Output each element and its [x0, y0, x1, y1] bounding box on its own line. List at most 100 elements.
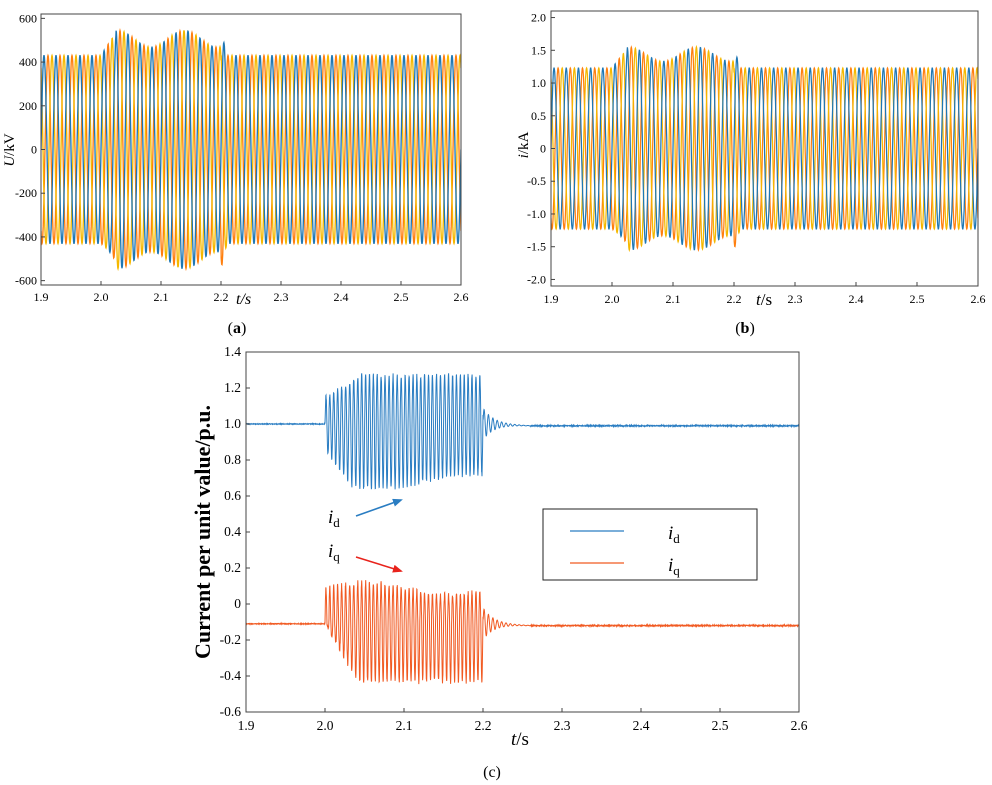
chart-a-caption: (a) — [228, 320, 247, 337]
legend-iq-base: i — [668, 555, 673, 576]
chart-b-yticks: -2.0 -1.5 -1.0 -0.5 0 0.5 1.0 1.5 2.0 — [527, 11, 555, 286]
chart-b-xtick-label: 1.9 — [544, 292, 559, 306]
chart-a-xlabel-unit: /s — [239, 291, 251, 308]
legend-id-base: i — [668, 523, 673, 544]
chart-b-ytick-label: -1.0 — [527, 207, 546, 221]
chart-c-series-iq — [246, 580, 799, 685]
annotation-iq-base: i — [328, 541, 333, 562]
chart-a-yticks: -600 -400 -200 0 200 400 600 — [15, 11, 45, 288]
chart-b-xtick-label: 2.6 — [971, 292, 986, 306]
chart-c-xlabel: t/s — [511, 729, 529, 750]
chart-a-xlabel: t/s — [236, 291, 251, 308]
annotation-iq-arrow — [355, 556, 403, 573]
chart-b-xtick-label: 2.4 — [849, 292, 864, 306]
chart-a-series-phase-b — [41, 27, 461, 272]
chart-c-xtick-label: 2.1 — [396, 718, 413, 733]
chart-b-xtick-label: 2.1 — [666, 292, 681, 306]
chart-c-xtick-label: 2.5 — [712, 718, 729, 733]
chart-b: 1.9 2.0 2.1 2.2 2.3 2.4 2.5 2.6 -2.0 -1.5 -1.0 -0.… — [516, 10, 986, 337]
chart-c-yticks: -0.6 -0.4 -0.2 0 0.2 0.4 0.6 0.8 1.0 1.2 1.4 — [220, 344, 250, 719]
chart-c-caption: (c) — [483, 764, 501, 781]
chart-b-series-phase-b — [551, 45, 978, 253]
chart-b-ylabel: i/kA — [516, 131, 532, 158]
chart-c-series-id — [246, 373, 799, 490]
chart-b-xtick-label: 2.0 — [605, 292, 620, 306]
chart-b-xlabel-unit: /s — [761, 290, 772, 309]
chart-b-xticks: 1.9 2.0 2.1 2.2 2.3 2.4 2.5 2.6 — [544, 282, 986, 306]
chart-c-ytick-label: -0.6 — [220, 704, 242, 719]
chart-a-series-group — [41, 27, 461, 272]
chart-a-ytick-label: -400 — [15, 230, 37, 244]
chart-a-series-phase-c — [41, 29, 461, 272]
chart-a-ytick-label: -600 — [15, 274, 37, 288]
chart-c-caption-letter: c — [488, 764, 495, 781]
chart-a-ytick-label: 600 — [19, 11, 37, 25]
chart-c-ytick-label: 0.8 — [224, 452, 241, 467]
chart-a-ylabel-unit: /kV — [2, 133, 18, 156]
chart-b-caption-letter: b — [741, 320, 750, 337]
chart-c-ytick-label: 1.2 — [224, 380, 241, 395]
chart-a-caption-letter: a — [233, 320, 241, 337]
legend-id-sub: d — [673, 531, 680, 546]
chart-b-series-phase-a — [551, 46, 978, 251]
chart-a-ytick-label: 400 — [19, 55, 37, 69]
chart-a: 1.9 2.0 2.1 2.2 2.3 2.4 2.5 2.6 -600 -400 -200 0 20… — [2, 11, 469, 337]
chart-c-ytick-label: 0.2 — [224, 560, 241, 575]
chart-a-xtick-label: 2.0 — [94, 290, 109, 304]
chart-c-ytick-label: 0 — [234, 596, 241, 611]
chart-c: 1.9 2.0 2.1 2.2 2.3 2.4 2.5 2.6 -0.6 -0.4 -0.2 0 0.… — [190, 344, 808, 781]
legend-id-label: id — [668, 523, 680, 546]
chart-b-xtick-label: 2.3 — [788, 292, 803, 306]
chart-c-xtick-label: 2.6 — [791, 718, 808, 733]
chart-b-ylabel-var: i — [516, 154, 532, 158]
annotation-iq-label: iq — [328, 541, 340, 564]
chart-a-ytick-label: 200 — [19, 99, 37, 113]
chart-a-ylabel-var: U — [2, 155, 18, 167]
legend-iq-sub: q — [673, 563, 680, 578]
chart-a-xtick-label: 2.5 — [394, 290, 409, 304]
chart-a-ytick-label: -200 — [15, 186, 37, 200]
chart-c-ytick-label: 1.0 — [224, 416, 241, 431]
annotation-id-base: i — [328, 507, 333, 528]
chart-b-ytick-label: 0.5 — [531, 109, 546, 123]
chart-c-ytick-label: 0.6 — [224, 488, 241, 503]
legend-iq-label: iq — [668, 555, 680, 578]
legend-box — [542, 508, 758, 581]
chart-b-xtick-label: 2.5 — [910, 292, 925, 306]
chart-b-xlabel-var: t — [756, 290, 762, 309]
chart-c-ylabel: Current per unit value/p.u. — [190, 405, 215, 659]
chart-a-xticks: 1.9 2.0 2.1 2.2 2.3 2.4 2.5 2.6 — [34, 281, 469, 304]
annotation-iq-sub: q — [333, 549, 340, 564]
chart-b-series-phase-c — [551, 44, 978, 253]
annotation-id-sub: d — [333, 515, 340, 530]
annotation-id-arrow — [355, 498, 403, 517]
chart-a-xtick-label: 2.4 — [334, 290, 349, 304]
chart-c-xtick-label: 2.3 — [554, 718, 571, 733]
chart-a-series-phase-a — [41, 30, 461, 269]
chart-a-xlabel-var: t — [236, 291, 241, 308]
chart-b-xlabel: t/s — [756, 290, 772, 309]
chart-c-ytick-label: -0.2 — [220, 632, 241, 647]
chart-c-xlabel-var: t — [511, 729, 517, 750]
chart-a-xtick-label: 2.3 — [274, 290, 289, 304]
chart-a-ytick-label: 0 — [31, 143, 37, 157]
chart-b-ytick-label: -1.5 — [527, 240, 546, 254]
chart-a-xtick-label: 2.1 — [154, 290, 169, 304]
chart-a-ylabel: U/kV — [2, 133, 18, 167]
chart-a-xtick-label: 2.2 — [214, 290, 229, 304]
chart-b-ylabel-unit: /kA — [516, 131, 532, 154]
chart-c-xtick-label: 1.9 — [238, 718, 255, 733]
chart-b-xtick-label: 2.2 — [727, 292, 742, 306]
chart-a-xtick-label: 2.6 — [454, 290, 469, 304]
chart-c-xlabel-unit: /s — [516, 729, 529, 750]
chart-c-ytick-label: 1.4 — [224, 344, 241, 359]
chart-a-xtick-label: 1.9 — [34, 290, 49, 304]
chart-c-ytick-label: -0.4 — [220, 668, 242, 683]
chart-c-xticks: 1.9 2.0 2.1 2.2 2.3 2.4 2.5 2.6 — [238, 708, 808, 733]
chart-b-ytick-label: 1.5 — [531, 43, 546, 57]
chart-b-caption: (b) — [735, 320, 755, 337]
chart-b-series-group — [551, 44, 978, 253]
chart-b-ytick-label: 0 — [540, 142, 546, 156]
chart-c-xtick-label: 2.4 — [633, 718, 650, 733]
chart-b-ytick-label: -2.0 — [527, 272, 546, 286]
